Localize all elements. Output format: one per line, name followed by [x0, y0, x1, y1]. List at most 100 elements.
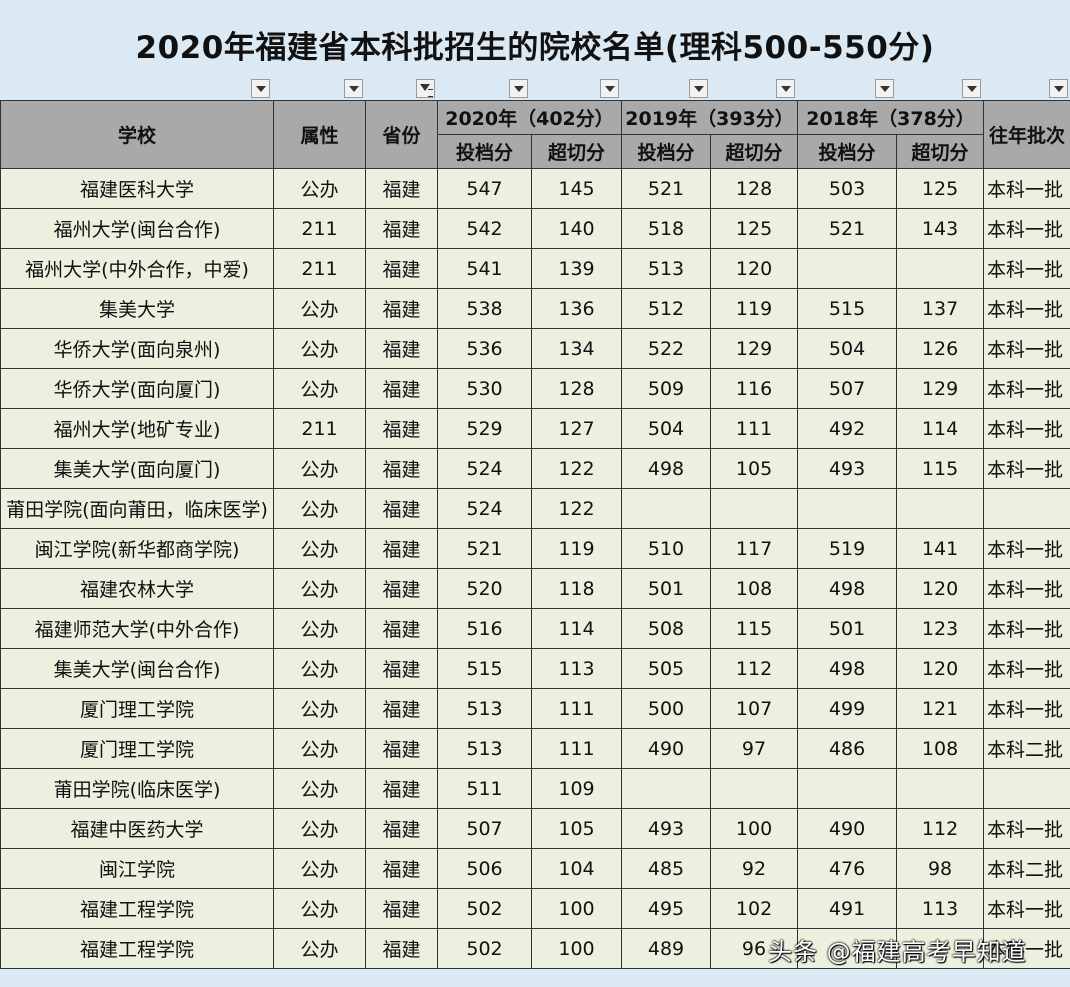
filter-dropdown-button[interactable] [962, 79, 981, 98]
over-2020-cell: 140 [530, 208, 623, 249]
school-cell: 福建农林大学 [0, 568, 274, 609]
table-row: 福建师范大学(中外合作) 公办 福建 516 114 508 115 501 123 本科一批 [0, 608, 1070, 649]
score-2020-cell: 502 [437, 888, 532, 929]
chevron-down-icon [605, 86, 615, 92]
over-2018-cell: 115 [896, 448, 985, 489]
filter-dropdown-button[interactable] [875, 79, 894, 98]
score-2019-cell: 495 [621, 888, 712, 929]
header-year-2019: 2019年（393分） [621, 100, 799, 135]
score-2019-cell: 489 [621, 928, 712, 969]
score-2020-cell: 536 [437, 328, 532, 369]
score-2019-cell: 504 [621, 408, 712, 449]
table-row: 集美大学(面向厦门) 公办 福建 524 122 498 105 493 115 本科一批 [0, 448, 1070, 489]
school-cell: 莆田学院(临床医学) [0, 768, 274, 809]
score-2020-cell: 524 [437, 488, 532, 529]
over-2019-cell: 105 [710, 448, 799, 489]
table-body: 福建医科大学 公办 福建 547 145 521 128 503 125 本科一批 福州大学(闽台合… [0, 168, 1070, 969]
batch-cell: 本科一批 [983, 288, 1070, 329]
over-2019-cell: 96 [710, 928, 799, 969]
score-2019-cell: 505 [621, 648, 712, 689]
score-2020-cell: 511 [437, 768, 532, 809]
over-2020-cell: 127 [530, 408, 623, 449]
filter-dropdown-button[interactable] [600, 79, 619, 98]
over-2020-cell: 111 [530, 688, 623, 729]
over-2020-cell: 104 [530, 848, 623, 889]
over-2019-cell: 111 [710, 408, 799, 449]
attr-cell: 211 [273, 408, 366, 449]
attr-cell: 公办 [273, 488, 366, 529]
score-2020-cell: 521 [437, 528, 532, 569]
header-batch: 往年批次 [983, 100, 1070, 169]
attr-cell: 公办 [273, 328, 366, 369]
score-2018-cell: 498 [797, 568, 898, 609]
score-2019-cell [621, 488, 712, 529]
over-2020-cell: 114 [530, 608, 623, 649]
over-2018-cell: 141 [896, 528, 985, 569]
score-2018-cell [797, 248, 898, 289]
filter-dropdown-button[interactable] [1049, 79, 1068, 98]
over-2019-cell: 100 [710, 808, 799, 849]
over-2018-cell [896, 488, 985, 529]
province-cell: 福建 [365, 648, 438, 689]
bottom-band [0, 969, 1070, 987]
table-row: 福州大学(闽台合作) 211 福建 542 140 518 125 521 143 本科一批 [0, 208, 1070, 249]
filter-dropdown-button[interactable] [689, 79, 708, 98]
filter-active-button[interactable] [416, 79, 435, 98]
score-2019-cell: 485 [621, 848, 712, 889]
chevron-down-icon [967, 86, 977, 92]
over-2020-cell: 128 [530, 368, 623, 409]
score-2019-cell: 501 [621, 568, 712, 609]
filter-dropdown-button[interactable] [509, 79, 528, 98]
score-2019-cell: 510 [621, 528, 712, 569]
over-2019-cell: 120 [710, 248, 799, 289]
school-cell: 集美大学 [0, 288, 274, 329]
score-2020-cell: 530 [437, 368, 532, 409]
province-cell: 福建 [365, 768, 438, 809]
chevron-down-icon [349, 86, 359, 92]
score-2020-cell: 502 [437, 928, 532, 969]
filter-dropdown-button[interactable] [251, 79, 270, 98]
score-2018-cell: 501 [797, 608, 898, 649]
score-2018-cell: 493 [797, 448, 898, 489]
score-2018-cell [797, 768, 898, 809]
filter-dropdown-button[interactable] [344, 79, 363, 98]
table-row: 福建医科大学 公办 福建 547 145 521 128 503 125 本科一批 [0, 168, 1070, 209]
header-score: 投档分 [437, 134, 532, 169]
school-cell: 福建师范大学(中外合作) [0, 608, 274, 649]
score-2020-cell: 513 [437, 688, 532, 729]
over-2018-cell: 98 [896, 848, 985, 889]
score-2020-cell: 513 [437, 728, 532, 769]
filter-dropdown-button[interactable] [776, 79, 795, 98]
over-2020-cell: 139 [530, 248, 623, 289]
over-2019-cell: 92 [710, 848, 799, 889]
over-2019-cell [710, 768, 799, 809]
batch-cell: 本科一批 [983, 448, 1070, 489]
score-2020-cell: 538 [437, 288, 532, 329]
batch-cell [983, 768, 1070, 809]
province-cell: 福建 [365, 528, 438, 569]
header-score: 投档分 [797, 134, 898, 169]
header-attr: 属性 [273, 100, 366, 169]
score-2020-cell: 547 [437, 168, 532, 209]
chevron-down-icon [256, 86, 266, 92]
over-2020-cell: 145 [530, 168, 623, 209]
over-2019-cell: 117 [710, 528, 799, 569]
over-2020-cell: 118 [530, 568, 623, 609]
batch-cell: 本科一批 [983, 168, 1070, 209]
province-cell: 福建 [365, 688, 438, 729]
batch-cell [983, 488, 1070, 529]
school-cell: 华侨大学(面向泉州) [0, 328, 274, 369]
school-cell: 福建工程学院 [0, 888, 274, 929]
batch-cell: 本科二批 [983, 848, 1070, 889]
over-2018-cell: 121 [896, 688, 985, 729]
school-cell: 闽江学院 [0, 848, 274, 889]
score-2020-cell: 529 [437, 408, 532, 449]
attr-cell: 公办 [273, 808, 366, 849]
school-cell: 福建工程学院 [0, 928, 274, 969]
header-year-2020: 2020年（402分） [436, 100, 623, 135]
score-2019-cell: 522 [621, 328, 712, 369]
school-cell: 华侨大学(面向厦门) [0, 368, 274, 409]
over-2018-cell: 129 [896, 368, 985, 409]
attr-cell: 公办 [273, 168, 366, 209]
over-2018-cell: 143 [896, 208, 985, 249]
